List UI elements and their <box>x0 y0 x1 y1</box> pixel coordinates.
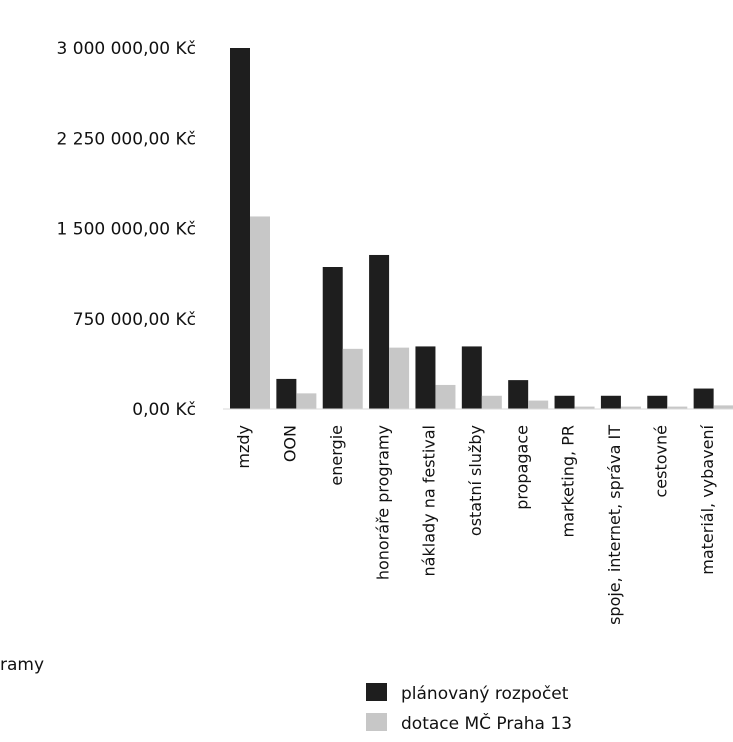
bar-grant <box>667 406 688 409</box>
bar-planned-budget <box>369 254 390 409</box>
x-tick-label: propagace <box>512 425 531 510</box>
bar-grant <box>296 393 317 409</box>
bar-planned-budget <box>600 395 621 409</box>
bar-grant <box>713 405 733 409</box>
stray-label-text: ramy <box>0 655 44 675</box>
x-tick-label: cestovné <box>651 425 670 498</box>
legend-label-grant: dotace MČ Praha 13 <box>401 712 572 734</box>
bar-planned-budget <box>554 395 575 409</box>
bar-planned-budget <box>415 346 436 409</box>
y-axis: 0,00 Kč 750 000,00 Kč 1 500 000,00 Kč 2 250… <box>57 39 196 420</box>
legend-swatch-planned <box>366 683 387 701</box>
bar-planned-budget <box>276 378 297 409</box>
bar-grant <box>250 216 270 409</box>
bar-planned-budget <box>461 346 482 409</box>
bar-planned-budget <box>508 380 529 409</box>
bar-grant <box>620 406 641 409</box>
x-tick-label: spoje, internet, správa IT <box>605 425 624 625</box>
bar-grant <box>481 395 502 409</box>
x-tick-label: materiál, vybavení <box>698 424 717 574</box>
legend: plánovaný rozpočet dotace MČ Praha 13 <box>366 683 572 734</box>
bar-grant <box>435 384 456 409</box>
x-axis: mzdy OON energie honoráře programy náklady n… <box>223 408 733 625</box>
y-tick-label: 2 250 000,00 Kč <box>57 129 196 149</box>
y-tick-label: 3 000 000,00 Kč <box>57 39 196 59</box>
x-tick-label: ostatní služby <box>466 425 485 536</box>
legend-label-planned: plánovaný rozpočet <box>401 684 569 704</box>
y-tick-label: 0,00 Kč <box>132 400 196 420</box>
bar-planned-budget <box>230 48 250 409</box>
bar-grant <box>342 348 363 409</box>
x-tick-label: honoráře programy <box>373 425 392 580</box>
x-tick-label: energie <box>327 425 346 486</box>
bar-planned-budget <box>322 267 343 409</box>
bar-grant <box>528 400 549 409</box>
y-tick-label: 750 000,00 Kč <box>73 310 196 330</box>
bar-series-group <box>230 48 733 409</box>
y-tick-label: 1 500 000,00 Kč <box>57 220 196 240</box>
legend-swatch-grant <box>366 713 387 731</box>
x-tick-label: náklady na festival <box>420 425 439 576</box>
x-tick-label: marketing, PR <box>559 425 578 537</box>
bar-grant <box>389 347 410 409</box>
x-tick-label: mzdy <box>234 425 253 469</box>
bar-grant <box>574 406 595 409</box>
bar-planned-budget <box>693 388 714 409</box>
x-tick-label: OON <box>281 425 300 462</box>
bar-planned-budget <box>647 395 668 409</box>
